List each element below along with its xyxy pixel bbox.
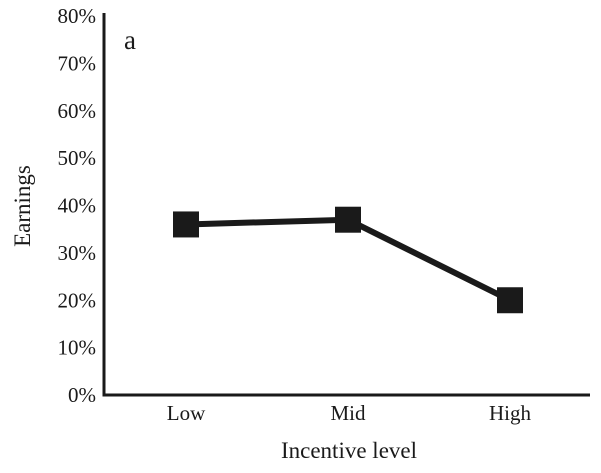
axes bbox=[102, 13, 590, 397]
y-axis-title: Earnings bbox=[10, 165, 35, 247]
panel-label: a bbox=[124, 25, 136, 55]
y-tick-label: 0% bbox=[68, 383, 96, 407]
x-tick-label-low: Low bbox=[167, 401, 206, 425]
y-tick-label: 20% bbox=[58, 288, 97, 312]
x-axis-title: Incentive level bbox=[281, 438, 417, 463]
y-tick-label: 30% bbox=[58, 241, 97, 265]
y-tick-label: 50% bbox=[58, 146, 97, 170]
x-ticks: Low Mid High bbox=[167, 401, 532, 425]
y-tick-label: 10% bbox=[58, 336, 97, 360]
y-ticks: 0% 10% 20% 30% 40% 50% 60% 70% 80% bbox=[58, 4, 97, 407]
y-tick-label: 40% bbox=[58, 194, 97, 218]
y-tick-label: 80% bbox=[58, 4, 97, 28]
data-point-high bbox=[497, 287, 523, 314]
series bbox=[173, 206, 523, 314]
x-tick-label-mid: Mid bbox=[330, 401, 366, 425]
data-point-low bbox=[173, 211, 199, 238]
data-point-mid bbox=[335, 206, 361, 233]
y-tick-label: 70% bbox=[58, 51, 97, 75]
x-tick-label-high: High bbox=[489, 401, 532, 425]
y-tick-label: 60% bbox=[58, 99, 97, 123]
